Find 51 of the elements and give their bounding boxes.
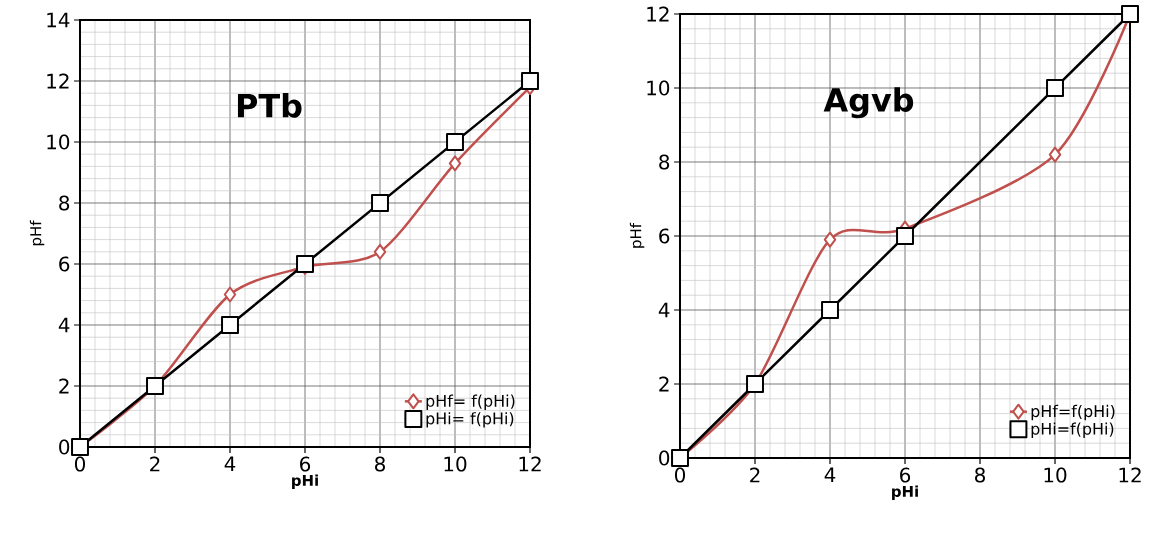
y-tick-label: 4 bbox=[58, 317, 70, 333]
y-tick-label: 4 bbox=[658, 302, 670, 318]
x-tick-label: 4 bbox=[224, 456, 236, 472]
x-tick-label: 12 bbox=[519, 456, 541, 472]
point bbox=[221, 316, 239, 334]
y-tick-label: 8 bbox=[59, 195, 70, 211]
legend-label: pHi=f(pHi) bbox=[1031, 422, 1114, 438]
point bbox=[1046, 79, 1064, 97]
x-axis-title: pHi bbox=[292, 474, 318, 489]
x-tick-label: 2 bbox=[750, 467, 760, 483]
legend-label: pHf= f(pHi) bbox=[426, 394, 515, 410]
y-tick-label: 0 bbox=[59, 439, 70, 455]
x-tick-label: 0 bbox=[74, 456, 86, 472]
point bbox=[223, 286, 237, 303]
x-tick-label: 2 bbox=[150, 456, 160, 472]
point bbox=[296, 255, 314, 273]
point bbox=[446, 133, 464, 151]
point bbox=[373, 243, 387, 260]
legend-label: pHf=f(pHi) bbox=[1031, 404, 1115, 421]
point bbox=[371, 194, 389, 212]
y-tick-label: 10 bbox=[47, 134, 70, 150]
point bbox=[896, 227, 914, 245]
point bbox=[823, 231, 837, 248]
point bbox=[1048, 146, 1062, 163]
y-axis-title: pHf bbox=[29, 220, 45, 246]
y-tick-label: 2 bbox=[659, 376, 669, 392]
y-tick-label: 6 bbox=[59, 256, 70, 272]
y-tick-label: 12 bbox=[647, 6, 669, 22]
point bbox=[521, 72, 539, 90]
x-tick-label: 12 bbox=[1119, 467, 1141, 483]
point bbox=[821, 301, 839, 319]
y-tick-label: 14 bbox=[47, 12, 70, 28]
x-tick-label: 10 bbox=[1044, 467, 1067, 483]
legend-label: pHi= f(pHi) bbox=[426, 412, 514, 428]
y-axis-title: pHf bbox=[629, 222, 645, 248]
y-tick-label: 10 bbox=[647, 80, 670, 96]
point bbox=[448, 155, 462, 172]
x-tick-label: 8 bbox=[975, 467, 985, 483]
y-tick-label: 12 bbox=[47, 73, 69, 89]
x-tick-label: 4 bbox=[824, 467, 836, 483]
x-tick-label: 8 bbox=[375, 456, 385, 472]
x-tick-label: 6 bbox=[300, 456, 311, 472]
y-tick-label: 2 bbox=[59, 378, 69, 394]
x-tick-label: 6 bbox=[900, 467, 911, 483]
y-tick-label: 8 bbox=[659, 154, 670, 170]
text: PTb bbox=[237, 93, 302, 118]
y-tick-label: 6 bbox=[659, 228, 670, 244]
x-axis-title: pHi bbox=[892, 485, 918, 500]
text: Agvb bbox=[823, 87, 914, 119]
x-tick-label: 0 bbox=[674, 467, 686, 483]
x-tick-label: 10 bbox=[444, 456, 467, 472]
